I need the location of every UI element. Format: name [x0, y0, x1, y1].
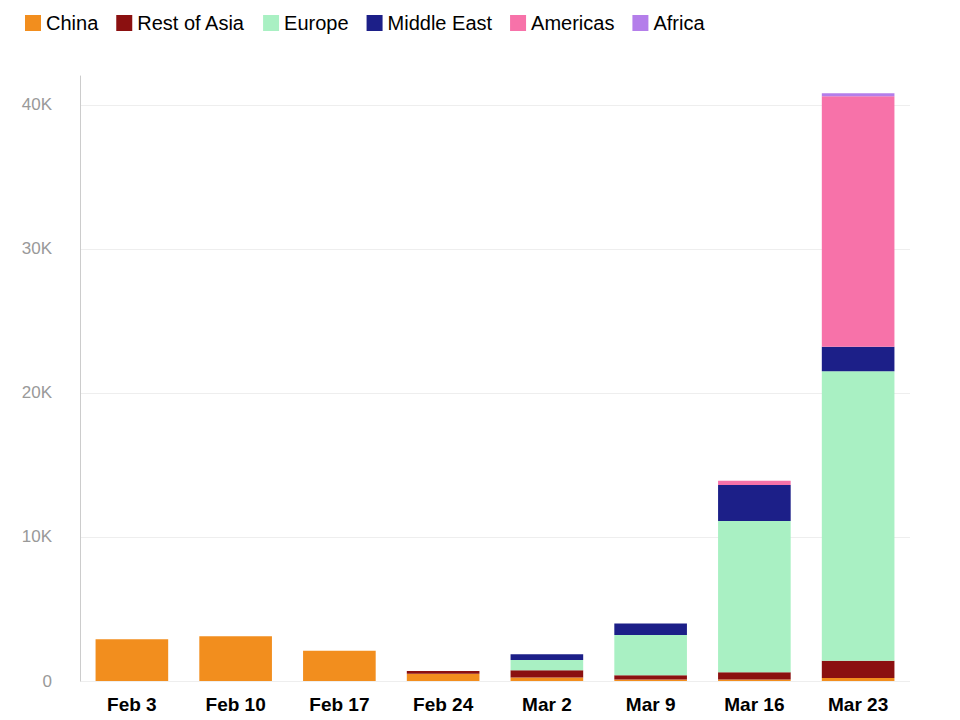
svg-text:Mar 9: Mar 9: [626, 694, 676, 715]
svg-text:Mar 23: Mar 23: [828, 694, 888, 715]
svg-text:40K: 40K: [22, 95, 53, 114]
svg-text:China: China: [46, 12, 99, 34]
svg-text:Americas: Americas: [531, 12, 614, 34]
svg-text:Rest of Asia: Rest of Asia: [137, 12, 245, 34]
svg-text:20K: 20K: [22, 383, 53, 402]
svg-text:Africa: Africa: [653, 12, 705, 34]
svg-text:Feb 24: Feb 24: [413, 694, 474, 715]
svg-text:Feb 17: Feb 17: [309, 694, 369, 715]
svg-text:Middle East: Middle East: [388, 12, 493, 34]
svg-text:30K: 30K: [22, 239, 53, 258]
svg-text:0: 0: [43, 672, 52, 691]
svg-text:Europe: Europe: [284, 12, 349, 34]
svg-text:Feb 10: Feb 10: [206, 694, 266, 715]
svg-text:Feb 3: Feb 3: [107, 694, 157, 715]
svg-text:Mar 2: Mar 2: [522, 694, 572, 715]
svg-text:10K: 10K: [22, 527, 53, 546]
svg-text:Mar 16: Mar 16: [724, 694, 784, 715]
